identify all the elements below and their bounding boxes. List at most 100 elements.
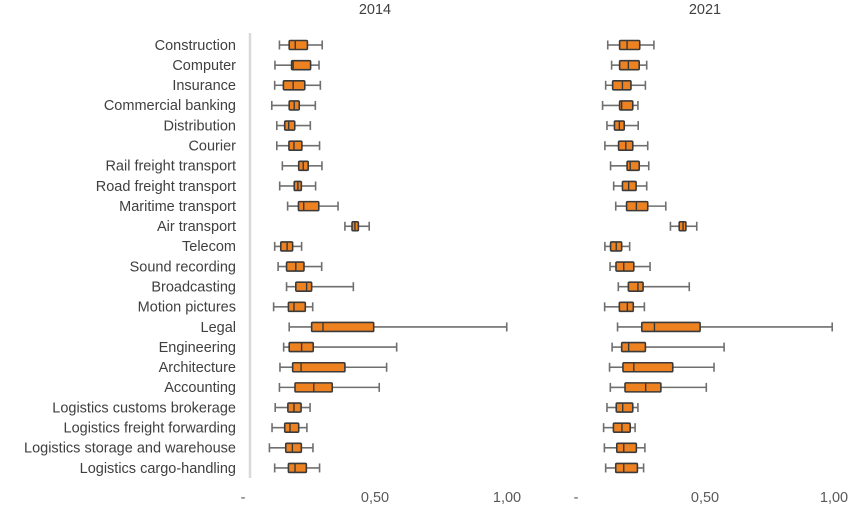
iqr-box: [624, 382, 662, 393]
box-road-freight-transport: [612, 180, 648, 192]
iqr-box: [618, 100, 634, 111]
category-label: Engineering: [159, 340, 236, 356]
iqr-box: [625, 200, 649, 212]
box-accounting: [278, 382, 381, 393]
box-courier: [275, 140, 321, 151]
category-label: Insurance: [172, 78, 236, 94]
category-label: Telecom: [182, 239, 236, 255]
box-logistics-cargo-handling: [604, 462, 645, 474]
iqr-box: [284, 442, 303, 454]
box-legal: [288, 321, 508, 333]
box-telecom: [604, 241, 631, 252]
category-label: Rail freight transport: [105, 159, 236, 175]
category-label: Logistics freight forwarding: [64, 420, 236, 436]
box-commercial-banking: [270, 100, 317, 111]
box-maritime-transport: [614, 200, 667, 212]
iqr-box: [291, 361, 346, 373]
iqr-box: [294, 281, 313, 292]
box-rail-freight-transport: [609, 160, 650, 172]
box-air-transport: [669, 220, 698, 232]
iqr-box: [620, 341, 647, 353]
category-label: Courier: [188, 139, 236, 155]
box-logistics-storage-and-warehouse: [268, 442, 314, 454]
box-architecture: [279, 361, 388, 373]
box-maritime-transport: [286, 200, 339, 212]
box-computer: [274, 59, 320, 71]
box-logistics-freight-forwarding: [602, 422, 636, 433]
box-telecom: [273, 241, 303, 252]
box-sound-recording: [277, 261, 323, 272]
box-engineering: [282, 341, 398, 353]
iqr-box: [287, 301, 307, 313]
iqr-box: [310, 321, 375, 333]
x-tick-label: -: [241, 490, 246, 506]
category-label: Maritime transport: [119, 199, 236, 215]
box-road-freight-transport: [278, 180, 317, 192]
iqr-box: [640, 321, 701, 333]
iqr-box: [618, 59, 641, 71]
box-broadcasting: [285, 281, 355, 292]
iqr-box: [287, 462, 308, 474]
category-label: Construction: [155, 38, 236, 54]
box-insurance: [604, 79, 647, 91]
x-tick-label: 1,00: [493, 490, 521, 506]
box-motion-pictures: [603, 301, 646, 313]
category-label: Sound recording: [130, 259, 236, 275]
box-distribution: [606, 120, 639, 131]
box-computer: [610, 59, 648, 71]
box-rail-freight-transport: [281, 160, 323, 172]
box-distribution: [275, 120, 312, 131]
x-tick-label: -: [574, 490, 579, 506]
category-label: Air transport: [157, 219, 236, 235]
iqr-box: [622, 361, 674, 373]
category-label: Logistics customs brokerage: [52, 400, 236, 416]
category-label: Commercial banking: [104, 98, 236, 114]
iqr-box: [615, 261, 635, 272]
box-construction: [278, 39, 324, 51]
box-logistics-storage-and-warehouse: [603, 442, 646, 454]
panel-title: 2021: [689, 2, 721, 18]
iqr-box: [627, 281, 644, 292]
category-label: Road freight transport: [96, 179, 236, 195]
iqr-box: [615, 442, 638, 454]
panel-title: 2014: [359, 2, 391, 18]
box-sound-recording: [609, 261, 651, 272]
box-accounting: [609, 382, 708, 393]
box-insurance: [273, 79, 322, 91]
iqr-box: [288, 140, 303, 151]
box-commercial-banking: [601, 100, 639, 111]
category-label: Computer: [172, 58, 236, 74]
category-label: Logistics storage and warehouse: [24, 441, 236, 457]
iqr-box: [615, 402, 634, 413]
iqr-box: [626, 160, 641, 172]
category-label: Broadcasting: [151, 280, 236, 296]
category-label: Logistics cargo-handling: [80, 461, 236, 477]
iqr-box: [290, 59, 312, 71]
box-engineering: [611, 341, 725, 353]
x-tick-label: 0,50: [361, 490, 389, 506]
panel-2021: 2021 - 0,50 1,00: [574, 2, 849, 506]
x-tick-label: 0,50: [691, 490, 719, 506]
iqr-box: [283, 422, 300, 433]
x-tick-label: 1,00: [820, 490, 848, 506]
category-labels: Construction Computer Insurance Commercial …: [24, 38, 236, 477]
box-construction: [606, 39, 655, 51]
iqr-box: [618, 301, 635, 313]
iqr-box: [282, 79, 306, 91]
box-broadcasting: [617, 281, 691, 292]
box-logistics-freight-forwarding: [271, 422, 308, 433]
category-label: Accounting: [164, 380, 236, 396]
iqr-box: [283, 120, 296, 131]
box-logistics-customs-brokerage: [274, 402, 311, 413]
category-label: Distribution: [163, 118, 236, 134]
category-label: Motion pictures: [138, 300, 236, 316]
iqr-box: [618, 39, 641, 51]
box-architecture: [608, 361, 715, 373]
panel-2014: 2014 - 0,50 1,00: [241, 2, 522, 506]
iqr-box: [297, 200, 320, 212]
category-label: Legal: [201, 320, 236, 336]
iqr-box: [614, 462, 639, 474]
iqr-box: [288, 39, 309, 51]
box-logistics-customs-brokerage: [606, 402, 639, 413]
